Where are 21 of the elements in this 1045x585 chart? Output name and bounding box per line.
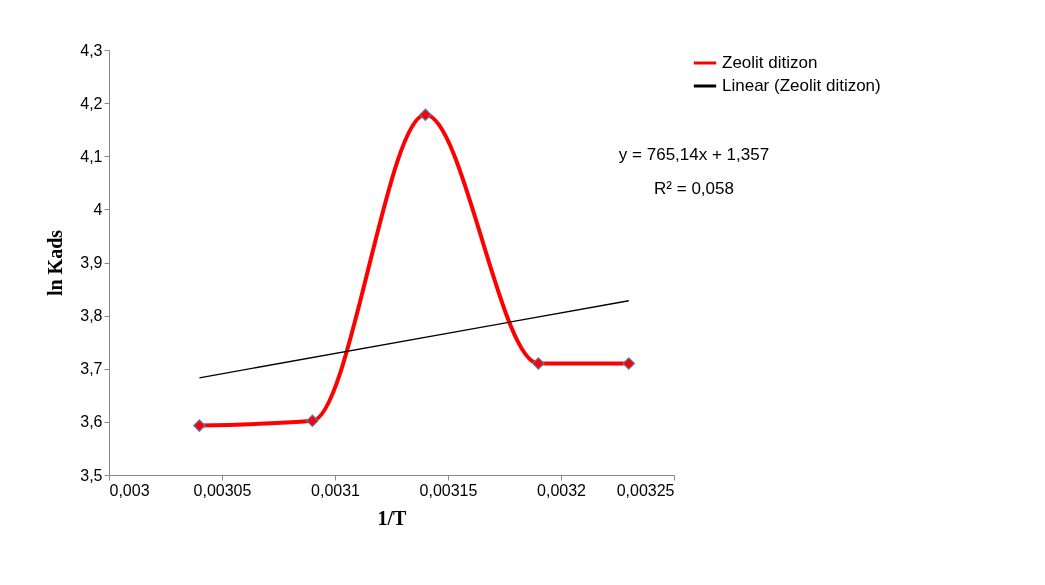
legend-label: Linear (Zeolit ditizon) bbox=[722, 76, 881, 95]
x-tick-label: 0,00305 bbox=[193, 481, 252, 499]
y-tick-label: 3,7 bbox=[80, 360, 103, 378]
x-tick-label: 0,0031 bbox=[311, 481, 361, 499]
legend-label: Zeolit ditizon bbox=[722, 53, 818, 72]
y-tick-label: 4 bbox=[93, 200, 103, 218]
x-tick-label: 0,0032 bbox=[537, 481, 587, 499]
y-tick-label: 3,8 bbox=[80, 307, 103, 325]
y-tick-label: 3,6 bbox=[80, 413, 103, 431]
annotation: y = 765,14x + 1,357 bbox=[618, 145, 770, 164]
y-tick-label: 3,9 bbox=[80, 254, 103, 271]
y-axis-title: ln Kads bbox=[44, 229, 67, 297]
x-tick-label: 0,00325 bbox=[616, 481, 675, 499]
y-tick-label: 3,5 bbox=[80, 466, 103, 484]
x-tick-label: 0,003 bbox=[109, 481, 150, 499]
x-tick-label: 0,00315 bbox=[419, 481, 478, 499]
y-tick-label: 4,3 bbox=[80, 41, 103, 59]
annotation: R² = 0,058 bbox=[654, 179, 734, 198]
x-axis-title: 1/T bbox=[377, 506, 408, 529]
y-tick-label: 4,1 bbox=[80, 147, 103, 165]
y-tick-label: 4,2 bbox=[80, 94, 103, 112]
